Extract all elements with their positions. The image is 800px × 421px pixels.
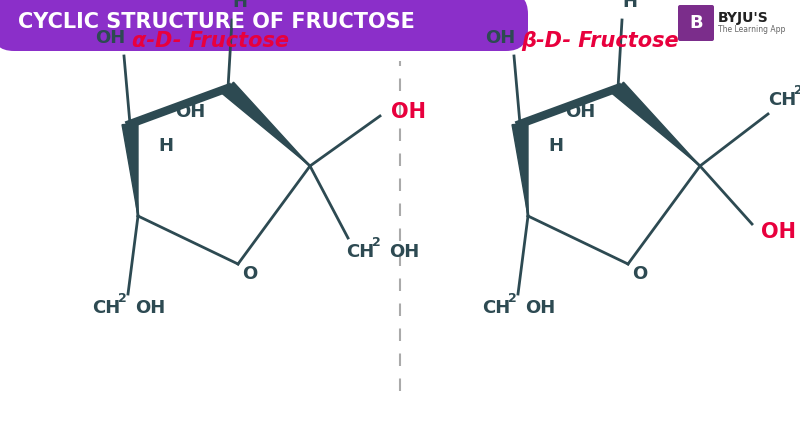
Text: 2: 2 bbox=[508, 291, 516, 304]
Text: OH: OH bbox=[389, 243, 419, 261]
Text: OH: OH bbox=[485, 29, 515, 47]
Polygon shape bbox=[512, 123, 528, 216]
Text: CH: CH bbox=[768, 91, 796, 109]
Text: CYCLIC STRUCTURE OF FRUCTOSE: CYCLIC STRUCTURE OF FRUCTOSE bbox=[18, 12, 415, 32]
Text: O: O bbox=[632, 265, 648, 283]
Text: OH: OH bbox=[175, 103, 205, 121]
Text: OH: OH bbox=[95, 29, 125, 47]
FancyBboxPatch shape bbox=[678, 5, 714, 41]
Text: BYJU'S: BYJU'S bbox=[718, 11, 769, 25]
Text: CH: CH bbox=[482, 299, 510, 317]
Text: 2: 2 bbox=[118, 291, 126, 304]
Text: OH: OH bbox=[135, 299, 165, 317]
Text: 2: 2 bbox=[372, 235, 380, 248]
Text: H: H bbox=[233, 0, 247, 11]
Text: α-D- Fructose: α-D- Fructose bbox=[131, 31, 289, 51]
Polygon shape bbox=[122, 123, 138, 216]
Text: B: B bbox=[689, 14, 703, 32]
Polygon shape bbox=[613, 82, 700, 166]
FancyBboxPatch shape bbox=[0, 0, 528, 51]
Text: H: H bbox=[549, 137, 563, 155]
Text: H: H bbox=[158, 137, 174, 155]
Text: O: O bbox=[242, 265, 258, 283]
Text: The Learning App: The Learning App bbox=[718, 24, 786, 34]
Text: OH: OH bbox=[565, 103, 595, 121]
Text: OH: OH bbox=[761, 222, 795, 242]
Text: β-D- Fructose: β-D- Fructose bbox=[521, 31, 679, 51]
Text: H: H bbox=[622, 0, 638, 11]
Text: OH: OH bbox=[525, 299, 555, 317]
Bar bbox=[0, 0, 30, 43]
Text: CH: CH bbox=[346, 243, 374, 261]
Text: 2: 2 bbox=[794, 83, 800, 96]
Text: CH: CH bbox=[92, 299, 120, 317]
Polygon shape bbox=[222, 82, 310, 166]
Text: OH: OH bbox=[390, 102, 426, 122]
